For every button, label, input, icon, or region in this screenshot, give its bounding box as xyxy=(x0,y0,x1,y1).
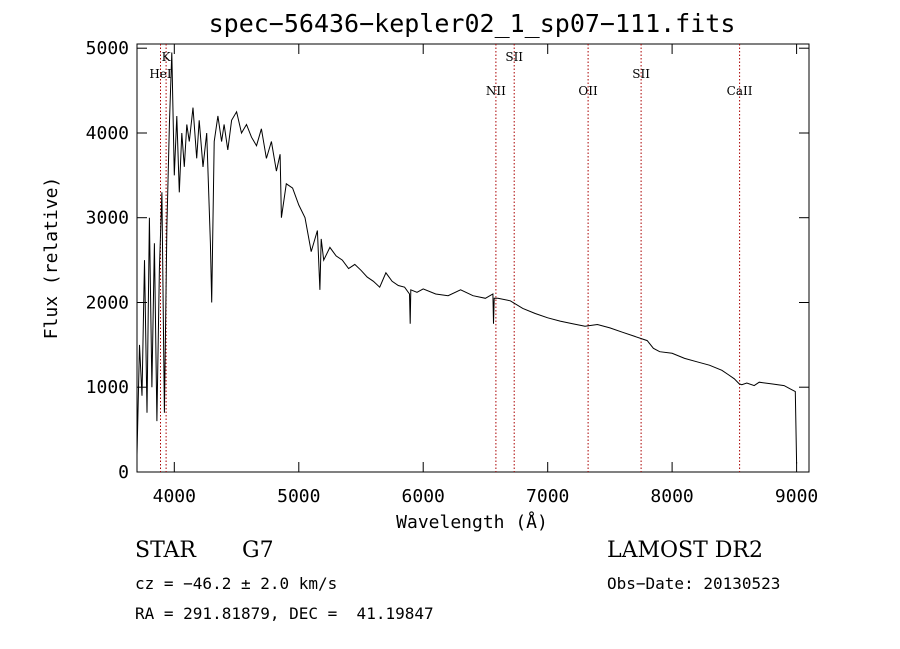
spectral-line-label: HeI xyxy=(149,67,172,81)
x-tick-label: 5000 xyxy=(277,486,320,507)
spectral-line-label: OII xyxy=(578,84,598,98)
y-tick-label: 3000 xyxy=(86,208,129,229)
spectral-line-label: CaII xyxy=(727,84,753,98)
spectral-line-markers: K HeI NII SII OII SII CaII xyxy=(149,44,753,472)
x-axis-label: Wavelength (Å) xyxy=(396,511,548,533)
x-tick-label: 8000 xyxy=(650,486,693,507)
y-tick-label: 4000 xyxy=(86,123,129,144)
x-tick-label: 7000 xyxy=(526,486,569,507)
plot-frame xyxy=(136,43,810,473)
spectral-line-label: SII xyxy=(632,67,650,81)
spectral-line-label: K xyxy=(162,50,172,64)
x-tick-label: 6000 xyxy=(402,486,445,507)
y-tick-label: 2000 xyxy=(86,293,129,314)
coordinates-readout: RA = 291.81879, DEC = 41.19847 xyxy=(135,604,434,623)
spectrum-chart: spec−56436−kepler02_1_sp07−111.fits K HeI… xyxy=(41,9,819,533)
y-axis-label: Flux (relative) xyxy=(41,177,62,340)
spectral-line-label: NII xyxy=(486,84,506,98)
x-tick-label: 4000 xyxy=(153,486,196,507)
observation-date: Obs−Date: 20130523 xyxy=(607,574,781,593)
survey-name: LAMOST DR2 xyxy=(607,538,763,563)
redshift-readout: cz = −46.2 ± 2.0 km/s xyxy=(135,574,338,593)
object-type: STAR xyxy=(135,538,196,563)
x-tick-label: 9000 xyxy=(775,486,818,507)
chart-title: spec−56436−kepler02_1_sp07−111.fits xyxy=(209,9,736,38)
axis-ticks: 4000 5000 6000 7000 8000 9000 0 1000 2000 3000 400… xyxy=(86,38,819,507)
spectrum-line xyxy=(136,52,798,464)
y-tick-label: 1000 xyxy=(86,377,129,398)
y-tick-label: 0 xyxy=(118,462,129,483)
y-tick-label: 5000 xyxy=(86,38,129,59)
spectral-line-label: SII xyxy=(505,50,523,64)
spectral-subclass: G7 xyxy=(242,538,274,563)
